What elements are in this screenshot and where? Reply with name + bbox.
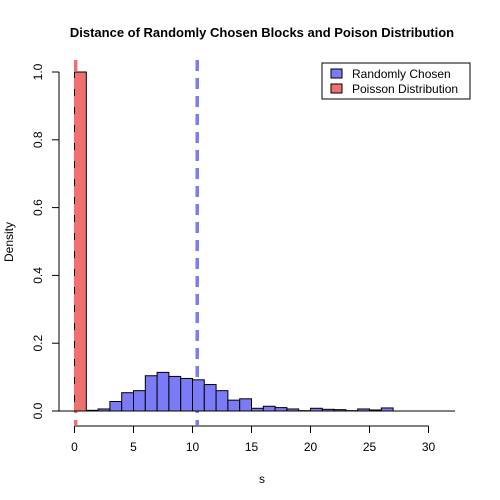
x-tick-label-1: 5: [130, 440, 137, 454]
chart-title: Distance of Randomly Chosen Blocks and P…: [70, 25, 454, 40]
legend-swatch-poisson-distribution: [330, 83, 343, 94]
randomly-chosen-bar-17: [274, 407, 288, 412]
legend: Randomly Chosen Poisson Distribution: [321, 62, 471, 100]
x-tick-label-0: 0: [71, 440, 78, 454]
legend-label-randomly-chosen: Randomly Chosen: [352, 67, 451, 81]
randomly-chosen-bar-16: [262, 405, 276, 412]
y-tick-label-4: 0.8: [31, 131, 45, 148]
legend-swatch-randomly-chosen: [330, 68, 343, 79]
y-tick-label-3: 0.6: [31, 199, 45, 216]
randomly-chosen-bar-4: [121, 392, 134, 412]
y-axis: 0.0 0.2 0.4 0.6 0.8 1.0: [31, 63, 60, 419]
randomly-chosen-bars: [85, 371, 394, 412]
x-tick-label-3: 15: [245, 440, 259, 454]
y-tick-label-0: 0.0: [31, 402, 45, 419]
randomly-chosen-bar-3: [109, 401, 123, 412]
x-axis: 0 5 10 15 20 25 30: [71, 425, 436, 454]
randomly-chosen-bar-13: [227, 399, 241, 412]
randomly-chosen-bar-14: [239, 398, 252, 412]
x-tick-label-5: 25: [363, 440, 377, 454]
randomly-chosen-bar-9: [180, 377, 193, 412]
reference-lines: [73, 60, 199, 425]
y-tick-label-5: 1.0: [31, 63, 45, 80]
y-tick-label-2: 0.4: [31, 267, 45, 284]
y-tick-label-1: 0.2: [31, 335, 45, 352]
legend-box: [321, 62, 471, 100]
randomly-chosen-bar-11: [203, 384, 217, 412]
x-axis-label: s: [259, 472, 265, 486]
randomly-chosen-bar-8: [168, 375, 182, 412]
randomly-chosen-bar-7: [156, 371, 170, 412]
randomly-chosen-bar-6: [144, 375, 158, 412]
x-tick-label-2: 10: [186, 440, 200, 454]
x-tick-label-6: 30: [422, 440, 436, 454]
y-axis-label: Density: [2, 222, 16, 262]
legend-label-poisson-distribution: Poisson Distribution: [352, 82, 458, 96]
x-tick-label-4: 20: [304, 440, 318, 454]
randomly-chosen-bar-5: [133, 390, 146, 412]
randomly-chosen-bar-12: [215, 390, 229, 412]
